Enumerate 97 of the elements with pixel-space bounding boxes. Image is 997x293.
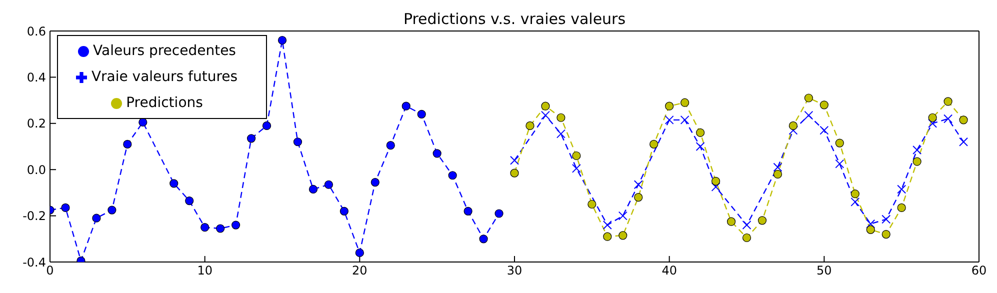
point (324, 180, 333, 189)
point (820, 126, 829, 135)
y-tick-label: 0.6 (26, 24, 46, 38)
point (61, 203, 70, 212)
point (726, 217, 736, 226)
point (572, 164, 581, 173)
point (680, 115, 690, 124)
x-tick-label: 60 (971, 264, 987, 278)
x-tick-label: 30 (506, 264, 522, 278)
point (370, 178, 380, 187)
point (882, 230, 890, 239)
point (464, 206, 472, 216)
point (866, 225, 875, 234)
point (912, 145, 922, 154)
point (680, 98, 690, 107)
x-tick-label: 50 (816, 264, 832, 278)
point (494, 209, 504, 218)
point (897, 203, 906, 212)
point (711, 182, 720, 192)
legend-label: Predictions (126, 95, 203, 111)
point (742, 233, 752, 242)
point (959, 116, 968, 124)
point (355, 248, 364, 258)
point (664, 115, 674, 124)
point (386, 141, 395, 150)
point (618, 231, 628, 240)
point (944, 114, 953, 124)
point (804, 110, 814, 120)
point (882, 214, 891, 224)
point (944, 97, 952, 106)
point (340, 206, 348, 216)
x-tick-label: 20 (352, 264, 368, 278)
point (618, 211, 628, 220)
point (928, 118, 938, 128)
point (540, 110, 550, 120)
point (928, 113, 937, 122)
x-tick-label: 40 (662, 264, 677, 278)
point (308, 184, 318, 194)
point (773, 162, 782, 172)
point (634, 193, 643, 202)
point (634, 180, 643, 190)
point (123, 140, 132, 148)
point (170, 179, 178, 188)
point (479, 234, 488, 244)
point (773, 170, 782, 179)
y-tick-label: -0.4 (22, 255, 46, 270)
point (417, 110, 426, 118)
point (804, 94, 813, 102)
point (897, 184, 906, 194)
y-tick-label: 0.2 (26, 116, 46, 131)
point (572, 151, 581, 160)
point (758, 216, 767, 225)
point (835, 138, 844, 148)
point (108, 206, 116, 214)
point (432, 149, 442, 158)
point (556, 129, 566, 138)
point (200, 223, 210, 232)
x-tick-label: 10 (197, 264, 212, 278)
point (696, 128, 705, 137)
point (696, 142, 705, 151)
point (603, 232, 612, 241)
point (711, 176, 720, 186)
point (541, 102, 550, 110)
point (232, 220, 240, 230)
point (788, 121, 798, 130)
point (510, 156, 519, 165)
chart-title: Predictions v.s. vraies valeurs (402, 10, 627, 28)
point (526, 121, 534, 130)
x-tick-label: 0 (46, 264, 54, 278)
point (650, 140, 658, 148)
point (510, 168, 519, 178)
y-tick-label: 0.4 (26, 70, 46, 84)
point (912, 157, 922, 166)
point (866, 219, 876, 228)
point (185, 196, 194, 206)
point (448, 171, 457, 180)
point (742, 220, 752, 230)
point (92, 214, 101, 222)
legend-label: Vraie valeurs futures (91, 69, 238, 85)
point (602, 220, 612, 230)
point (278, 36, 287, 45)
legend-label: Valeurs precedentes (93, 43, 236, 59)
point (216, 224, 225, 233)
point (262, 121, 272, 130)
point (665, 102, 674, 110)
point (959, 137, 968, 146)
y-tick-label: 0.0 (26, 162, 46, 177)
point (293, 138, 302, 146)
point (402, 102, 410, 110)
y-tick-label: -0.2 (22, 209, 46, 224)
point (588, 200, 596, 209)
point (556, 113, 566, 122)
point (850, 190, 860, 198)
point (835, 159, 844, 168)
point (820, 100, 828, 110)
point (246, 134, 256, 143)
point (850, 197, 860, 206)
